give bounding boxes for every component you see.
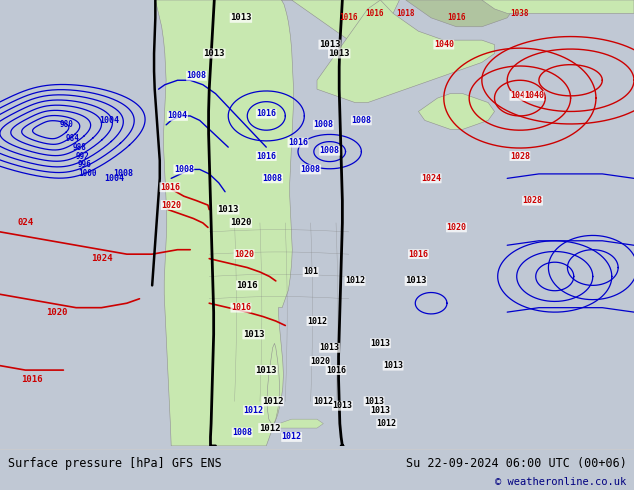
Text: 1016: 1016: [339, 13, 358, 23]
Text: 980: 980: [60, 121, 74, 129]
Text: 1012: 1012: [313, 397, 333, 406]
Text: Surface pressure [hPa] GFS ENS: Surface pressure [hPa] GFS ENS: [8, 457, 221, 470]
Text: 1013: 1013: [370, 339, 391, 348]
Text: 1016: 1016: [256, 109, 276, 118]
Text: 1013: 1013: [217, 205, 239, 214]
Text: 1016: 1016: [160, 183, 180, 192]
Text: 024: 024: [17, 219, 34, 227]
Text: 101: 101: [303, 268, 318, 276]
Text: 992: 992: [75, 151, 89, 161]
Text: 1028: 1028: [522, 196, 543, 205]
Text: 1013: 1013: [319, 40, 340, 49]
Text: 1012: 1012: [281, 433, 302, 441]
Text: 1013: 1013: [243, 330, 264, 339]
Text: 1012: 1012: [377, 419, 397, 428]
Text: 1012: 1012: [345, 276, 365, 285]
Polygon shape: [418, 94, 495, 129]
Text: 1012: 1012: [243, 406, 264, 415]
Text: 1016: 1016: [256, 151, 276, 161]
Text: 984: 984: [66, 134, 80, 143]
Text: 1020: 1020: [446, 223, 467, 232]
Text: 1020: 1020: [46, 308, 68, 317]
Text: 1016: 1016: [231, 303, 251, 312]
Text: 1013: 1013: [364, 397, 384, 406]
Polygon shape: [406, 0, 514, 27]
Polygon shape: [279, 419, 323, 428]
Text: 1013: 1013: [230, 13, 252, 23]
Text: 1016: 1016: [236, 281, 258, 290]
Text: 1038: 1038: [510, 9, 529, 18]
Text: 1040: 1040: [434, 40, 454, 49]
Text: 1013: 1013: [370, 406, 391, 415]
Text: 1008: 1008: [351, 116, 372, 125]
Text: 1012: 1012: [262, 397, 283, 406]
Text: 1020: 1020: [234, 250, 254, 259]
Text: 1013: 1013: [332, 401, 353, 410]
Text: 1004: 1004: [99, 116, 119, 125]
Text: 1024: 1024: [91, 254, 112, 263]
Text: 1016: 1016: [447, 13, 466, 23]
Polygon shape: [267, 343, 280, 423]
Text: 1008: 1008: [232, 428, 252, 437]
Text: 1012: 1012: [307, 317, 327, 325]
Text: 1013: 1013: [320, 343, 340, 352]
Text: 1013: 1013: [328, 49, 350, 58]
Text: 1020: 1020: [310, 357, 330, 366]
Text: 1013: 1013: [405, 276, 427, 285]
Text: 1013: 1013: [383, 361, 403, 370]
Text: 1000: 1000: [78, 170, 97, 178]
Text: 1008: 1008: [186, 72, 207, 80]
Text: 1020: 1020: [161, 200, 181, 210]
Text: 1020: 1020: [230, 219, 252, 227]
Text: 1004: 1004: [104, 174, 124, 183]
Text: Su 22-09-2024 06:00 UTC (00+06): Su 22-09-2024 06:00 UTC (00+06): [406, 457, 626, 470]
Text: 1004: 1004: [167, 111, 188, 121]
Text: 1008: 1008: [301, 165, 321, 174]
Text: 1016: 1016: [365, 9, 384, 18]
Polygon shape: [155, 0, 399, 446]
Text: 1016: 1016: [326, 366, 346, 374]
Text: 1016: 1016: [21, 374, 42, 384]
Text: 1013: 1013: [204, 49, 225, 58]
Text: 1040: 1040: [510, 91, 530, 100]
Text: 1008: 1008: [313, 121, 333, 129]
Text: 1028: 1028: [510, 151, 530, 161]
Polygon shape: [482, 0, 634, 13]
Text: 1024: 1024: [421, 174, 441, 183]
Text: 988: 988: [72, 143, 86, 151]
Text: 1008: 1008: [262, 174, 283, 183]
Text: 996: 996: [78, 161, 92, 170]
Text: 1008: 1008: [174, 165, 194, 174]
Text: 1040: 1040: [524, 91, 544, 100]
Text: 1012: 1012: [259, 423, 280, 433]
Text: 1016: 1016: [288, 138, 308, 147]
Text: 1013: 1013: [256, 366, 277, 374]
Text: 1008: 1008: [113, 170, 134, 178]
Polygon shape: [317, 0, 495, 102]
Text: 1008: 1008: [320, 146, 340, 155]
Text: 1018: 1018: [396, 9, 415, 18]
Text: 1016: 1016: [408, 250, 429, 259]
Text: © weatheronline.co.uk: © weatheronline.co.uk: [495, 477, 626, 487]
